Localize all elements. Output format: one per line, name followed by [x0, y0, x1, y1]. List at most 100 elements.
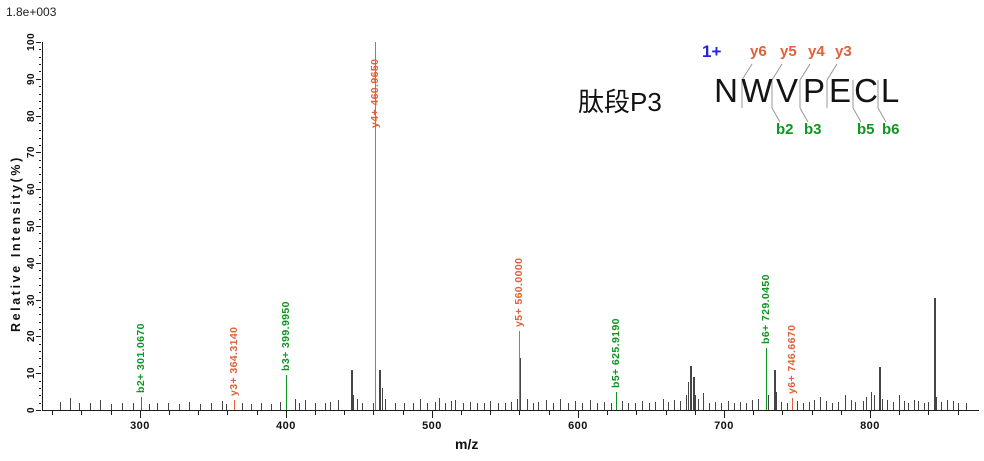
- noise-peak: [832, 402, 833, 410]
- noise-peak: [797, 401, 798, 410]
- noise-peak: [642, 401, 643, 410]
- noise-peak: [189, 401, 190, 410]
- noise-peak: [947, 400, 948, 410]
- noise-peak: [690, 365, 692, 410]
- y-ion-label-y3: y3: [835, 43, 852, 60]
- sequence-letter-C: C: [854, 72, 878, 109]
- noise-peak: [404, 403, 405, 410]
- noise-peak: [463, 402, 464, 410]
- y-tick: [39, 233, 41, 234]
- noise-peak: [635, 402, 636, 410]
- y-tick: [39, 86, 41, 87]
- x-tick: [315, 411, 316, 415]
- b-ion-label-b6: b6: [882, 121, 900, 138]
- y-tick: [39, 358, 41, 359]
- noise-peak: [484, 402, 485, 410]
- noise-peak: [357, 398, 358, 410]
- noise-peak: [60, 401, 61, 410]
- y-tick: [36, 300, 41, 301]
- x-tick-label: 700: [714, 420, 734, 432]
- x-tick: [724, 411, 725, 418]
- noise-peak: [362, 402, 363, 410]
- noise-peak: [604, 401, 605, 410]
- sequence-letter-E: E: [828, 72, 852, 109]
- y-tick: [39, 167, 41, 168]
- noise-peak: [427, 402, 428, 410]
- noise-peak: [168, 403, 169, 410]
- y-tick: [39, 197, 41, 198]
- noise-peak: [590, 400, 591, 410]
- noise-peak: [845, 395, 846, 410]
- y-tick-label: 90: [26, 73, 37, 86]
- y-tick: [39, 174, 41, 175]
- fragment-divider-line: [799, 63, 811, 81]
- x-tick: [373, 411, 374, 415]
- noise-peak: [838, 401, 839, 410]
- noise-peak: [451, 401, 452, 410]
- noise-peak: [663, 398, 664, 410]
- noise-peak: [157, 402, 158, 410]
- noise-peak: [803, 402, 804, 410]
- noise-peak: [597, 402, 598, 410]
- noise-peak: [863, 401, 864, 410]
- x-tick: [695, 411, 696, 415]
- noise-peak: [477, 403, 478, 410]
- x-tick: [636, 411, 637, 415]
- noise-peak: [413, 402, 414, 410]
- noise-peak: [455, 400, 456, 410]
- y-tick-label: 60: [26, 183, 37, 196]
- y-axis-line: [42, 42, 43, 411]
- noise-peak: [149, 404, 150, 410]
- noise-peak: [385, 398, 386, 410]
- noise-peak: [941, 401, 942, 410]
- noise-peak: [688, 382, 689, 410]
- y-tick: [39, 255, 41, 256]
- b-ion-label-b3: b3: [804, 121, 822, 138]
- noise-peak: [490, 400, 491, 410]
- y-tick: [39, 49, 41, 50]
- x-axis-title: m/z: [455, 436, 479, 452]
- x-tick: [841, 411, 842, 415]
- noise-peak: [734, 402, 735, 410]
- fragment-peak-label-y4: y4+ 460.9650: [369, 58, 381, 128]
- x-tick: [81, 411, 82, 415]
- noise-peak: [686, 395, 687, 410]
- y-tick: [39, 395, 41, 396]
- sequence-letter-P: P: [802, 72, 826, 109]
- x-tick: [344, 411, 345, 415]
- y-tick: [36, 152, 41, 153]
- y-tick-label: 80: [26, 110, 37, 123]
- noise-peak: [774, 369, 776, 410]
- noise-peak: [395, 402, 396, 410]
- fragment-peak-b2: [141, 397, 142, 410]
- y-tick: [36, 410, 41, 411]
- noise-peak: [914, 400, 915, 410]
- fragment-peak-label-y6: y6+ 746.6670: [786, 324, 798, 395]
- noise-peak: [871, 391, 872, 410]
- y-tick: [39, 278, 41, 279]
- noise-peak: [768, 395, 769, 410]
- x-tick: [958, 411, 959, 415]
- noise-peak: [899, 395, 900, 410]
- noise-peak: [693, 376, 695, 410]
- noise-peak: [435, 401, 436, 410]
- y-tick-label: 30: [26, 294, 37, 307]
- fragment-peak-y5: [519, 330, 520, 410]
- noise-peak: [698, 398, 699, 410]
- noise-peak: [420, 398, 421, 410]
- y-tick: [39, 403, 41, 404]
- sequence-letter-N: N: [714, 72, 738, 109]
- noise-peak: [649, 402, 650, 410]
- y-tick: [36, 189, 41, 190]
- noise-peak: [511, 401, 512, 410]
- x-tick-label: 400: [276, 420, 296, 432]
- noise-peak: [295, 398, 296, 410]
- noise-peak: [887, 400, 888, 410]
- x-tick: [52, 411, 53, 415]
- fragment-peak-y6: [792, 398, 793, 410]
- noise-peak: [758, 398, 759, 410]
- noise-peak: [533, 402, 534, 410]
- noise-peak: [179, 404, 180, 410]
- noise-peak: [740, 401, 741, 410]
- noise-peak: [325, 403, 326, 410]
